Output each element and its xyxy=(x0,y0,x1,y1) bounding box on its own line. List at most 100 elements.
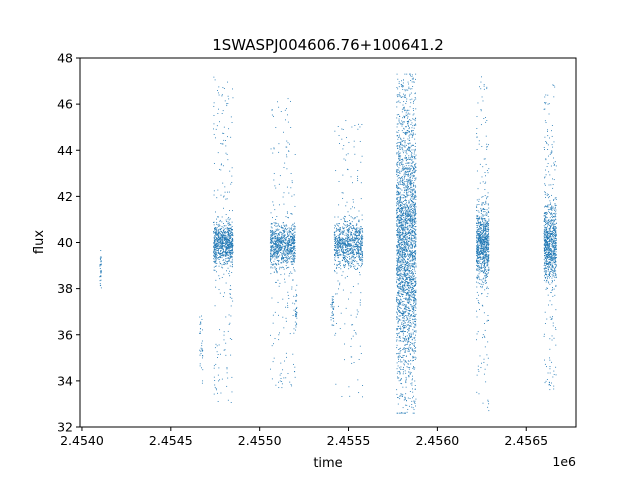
data-point xyxy=(273,248,275,250)
data-point xyxy=(411,275,413,277)
data-point xyxy=(335,253,337,255)
data-point xyxy=(410,305,412,307)
data-point xyxy=(402,261,404,263)
data-point xyxy=(401,383,403,385)
data-point xyxy=(404,238,406,240)
data-point xyxy=(215,256,217,257)
data-point xyxy=(221,240,223,242)
data-point xyxy=(350,257,352,259)
data-point xyxy=(415,229,417,231)
data-point xyxy=(408,255,409,257)
data-point xyxy=(218,235,219,237)
data-point xyxy=(281,227,283,229)
data-point xyxy=(222,227,224,229)
data-point xyxy=(227,254,229,256)
data-point xyxy=(396,208,398,210)
data-point xyxy=(271,234,273,236)
data-point xyxy=(227,234,229,236)
data-point xyxy=(410,228,412,230)
data-point xyxy=(273,256,275,258)
data-point xyxy=(406,315,408,317)
data-point xyxy=(275,231,276,233)
data-point xyxy=(351,217,353,219)
data-point xyxy=(231,258,233,260)
data-point xyxy=(412,315,414,317)
data-point xyxy=(291,195,293,197)
data-point xyxy=(291,225,293,227)
data-point xyxy=(404,200,406,202)
data-point xyxy=(273,240,275,242)
data-point xyxy=(270,273,272,275)
data-point xyxy=(224,100,226,102)
data-point xyxy=(407,188,409,190)
data-point xyxy=(408,210,410,212)
data-point xyxy=(406,338,408,340)
data-point xyxy=(414,166,416,168)
data-point xyxy=(231,241,233,243)
data-point xyxy=(361,228,363,229)
data-point xyxy=(359,304,361,306)
data-point xyxy=(281,381,283,382)
data-point xyxy=(407,229,409,231)
data-point xyxy=(213,258,215,260)
data-point xyxy=(407,213,409,215)
data-point xyxy=(270,245,272,247)
data-point xyxy=(336,254,338,256)
data-point xyxy=(228,216,230,218)
data-point xyxy=(412,176,414,178)
data-point xyxy=(412,290,414,292)
data-point xyxy=(413,167,415,169)
data-point xyxy=(101,271,102,273)
data-point xyxy=(214,232,216,234)
data-point xyxy=(224,237,226,239)
data-point xyxy=(215,239,217,241)
data-point xyxy=(285,306,287,308)
data-point xyxy=(361,252,363,254)
data-point xyxy=(398,215,400,217)
data-point xyxy=(404,142,406,144)
data-point xyxy=(293,239,295,241)
data-point xyxy=(406,222,408,224)
data-point xyxy=(216,246,218,248)
data-point xyxy=(335,249,337,251)
data-point xyxy=(280,378,282,379)
data-point xyxy=(335,240,336,241)
data-point xyxy=(413,201,415,203)
data-point xyxy=(276,244,278,245)
data-point xyxy=(277,257,279,258)
data-point xyxy=(401,256,403,258)
data-point xyxy=(399,208,401,210)
data-point xyxy=(285,377,287,379)
data-point xyxy=(200,328,201,330)
data-point xyxy=(226,261,228,263)
data-point xyxy=(405,213,407,215)
data-point xyxy=(402,150,404,152)
data-point xyxy=(214,380,216,381)
data-point xyxy=(411,144,413,146)
data-point xyxy=(402,179,404,181)
data-point xyxy=(274,253,276,255)
data-point xyxy=(404,228,406,230)
data-point xyxy=(278,339,280,341)
data-point xyxy=(356,229,358,231)
data-point xyxy=(218,246,220,248)
data-point xyxy=(295,313,297,315)
data-point xyxy=(409,320,411,322)
data-point xyxy=(404,242,406,244)
data-point xyxy=(409,298,410,300)
data-point xyxy=(359,245,361,247)
data-point xyxy=(213,251,215,253)
data-point xyxy=(361,265,362,266)
data-point xyxy=(213,102,215,104)
data-point xyxy=(401,393,403,395)
data-point xyxy=(336,239,338,241)
data-point xyxy=(281,248,282,250)
data-point xyxy=(271,247,273,249)
data-point xyxy=(358,233,360,235)
data-point xyxy=(412,118,414,120)
data-point xyxy=(335,242,336,244)
data-point xyxy=(404,289,406,291)
data-point xyxy=(413,252,415,253)
data-point xyxy=(276,253,278,255)
data-point xyxy=(397,138,399,140)
